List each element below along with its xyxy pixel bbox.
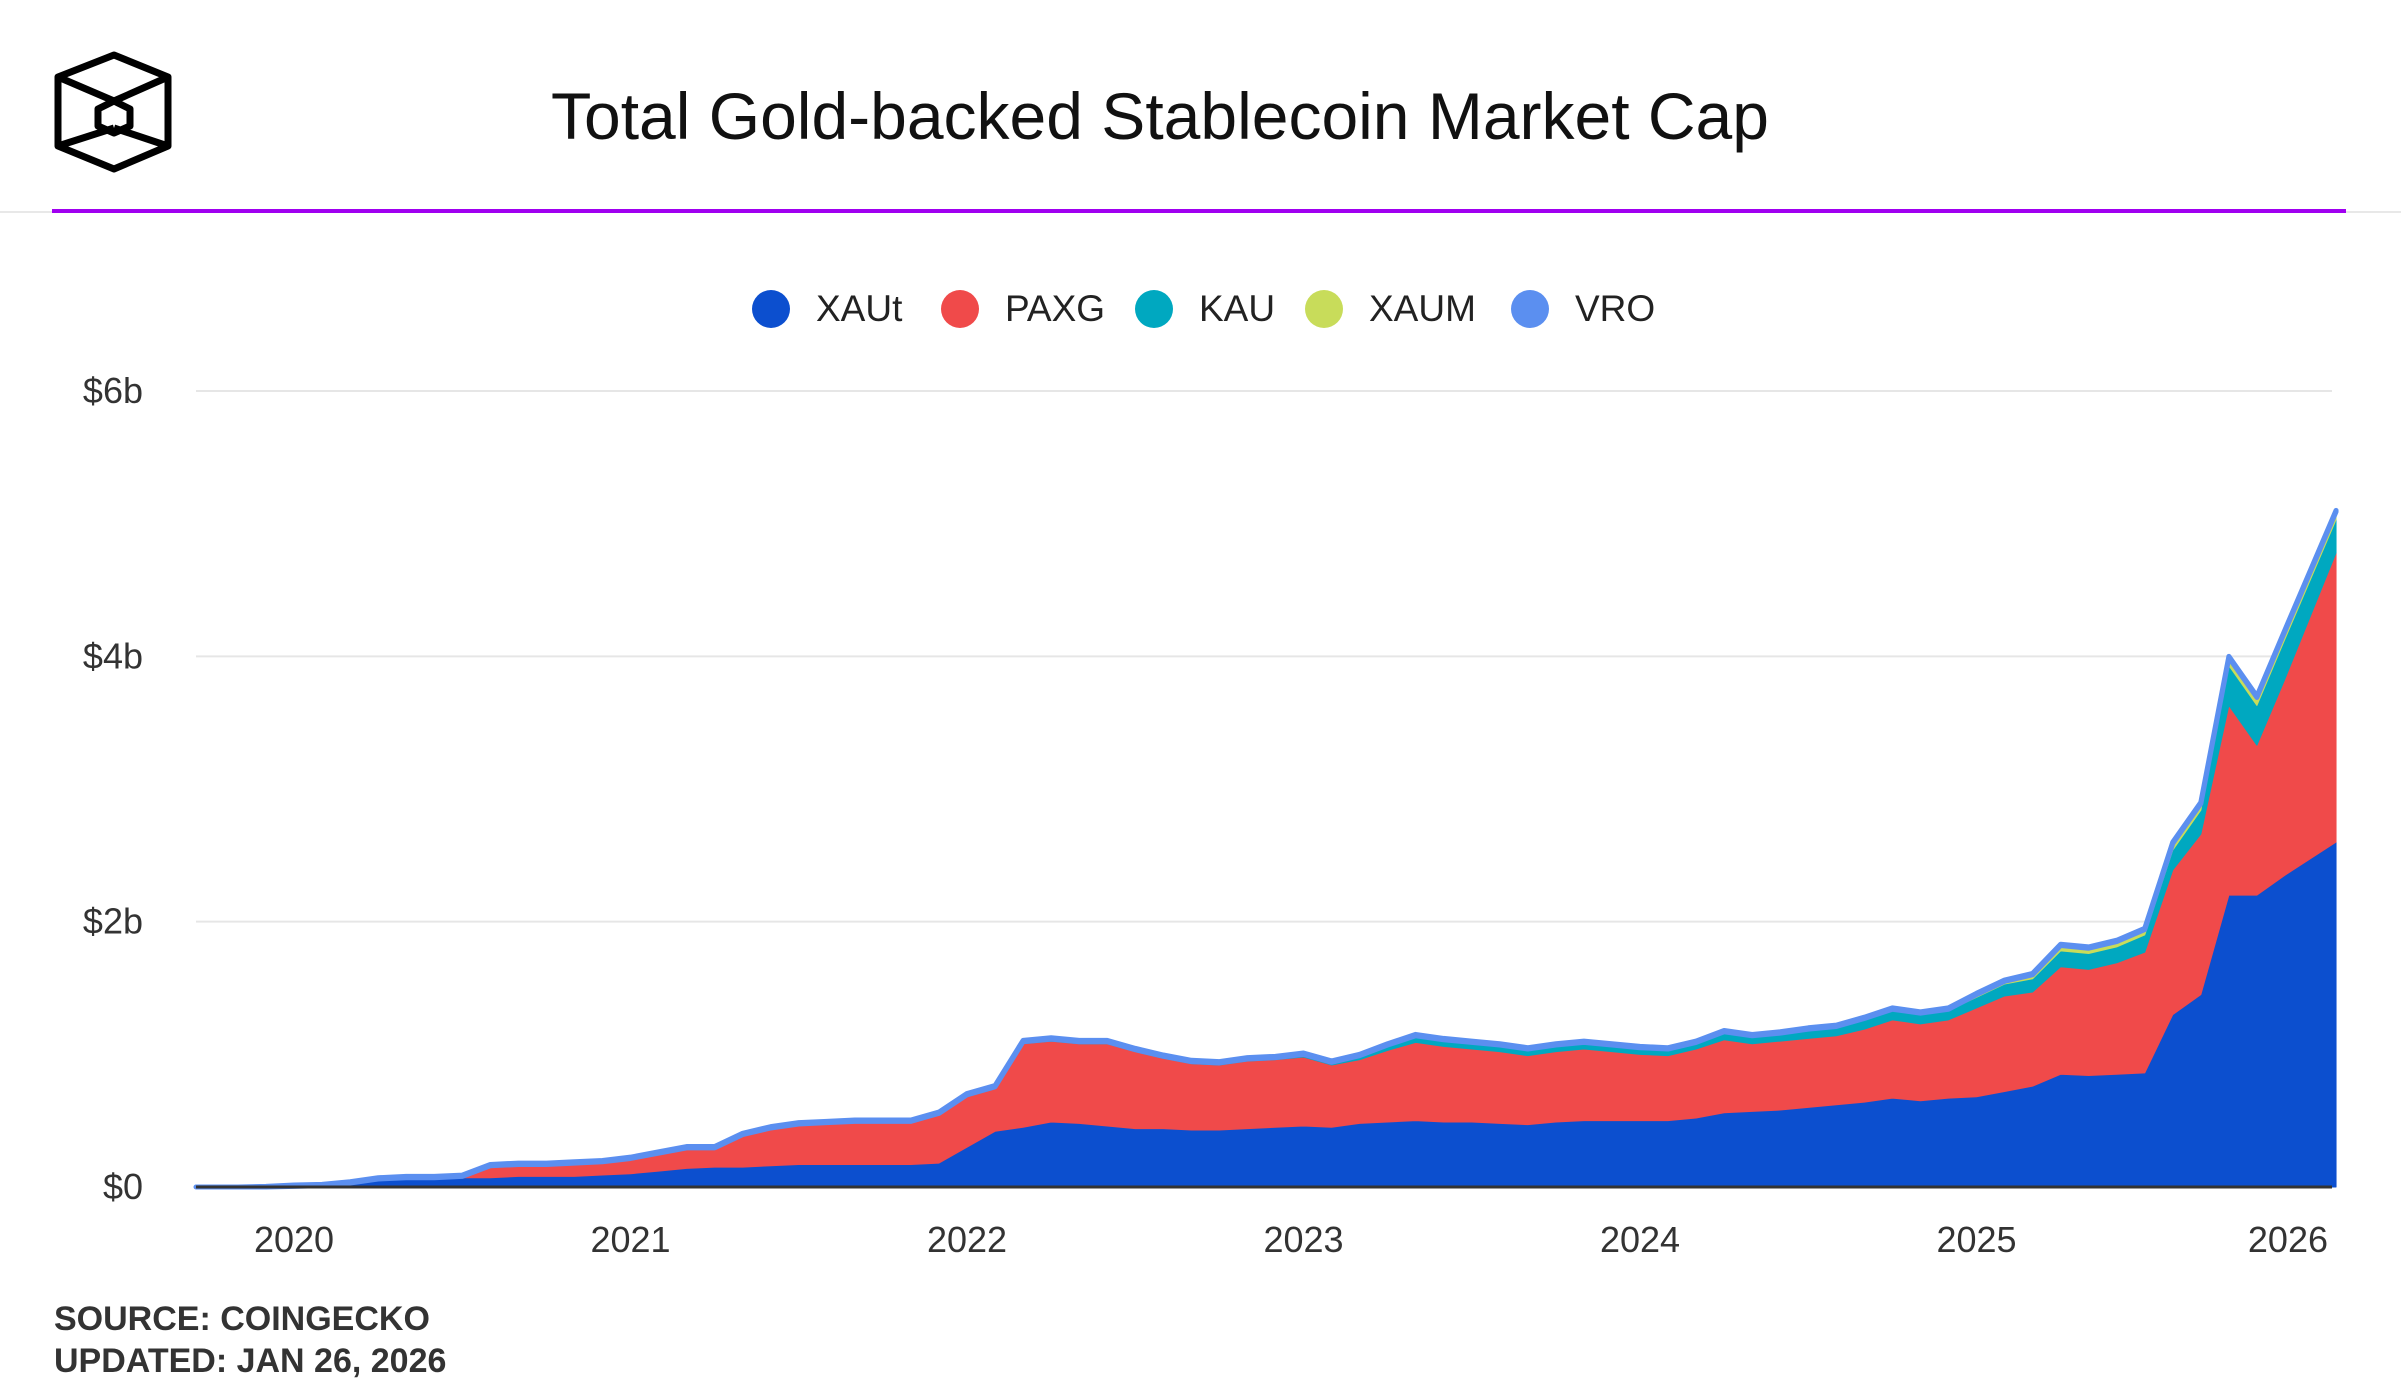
legend-item-vro[interactable]: VRO	[1511, 288, 1655, 330]
y-tick-label: $6b	[83, 370, 143, 411]
legend-label: KAU	[1199, 288, 1276, 329]
y-tick-label: $0	[103, 1166, 143, 1207]
legend-label: PAXG	[1005, 288, 1106, 329]
y-tick-label: $4b	[83, 635, 143, 676]
legend-swatch	[1511, 290, 1549, 328]
legend-swatch	[752, 290, 790, 328]
x-tick-label: 2026	[2248, 1219, 2328, 1260]
legend-item-xaum[interactable]: XAUM	[1305, 288, 1476, 330]
accent-divider	[52, 209, 2346, 213]
updated-note: UPDATED: JAN 26, 2026	[54, 1342, 447, 1380]
legend-swatch	[1305, 290, 1343, 328]
legend-item-xaut[interactable]: XAUt	[752, 288, 902, 330]
area-vro	[193, 507, 2339, 1190]
legend-label: XAUt	[816, 288, 903, 329]
footer: SOURCE: COINGECKO UPDATED: JAN 26, 2026	[54, 1298, 446, 1382]
x-tick-label: 2022	[927, 1219, 1007, 1260]
legend-label: XAUM	[1369, 288, 1476, 329]
logo-cube-icon	[54, 51, 172, 173]
legend-swatch	[941, 290, 979, 328]
chart-title: Total Gold-backed Stablecoin Market Cap	[551, 79, 1769, 153]
x-tick-label: 2023	[1263, 1219, 1343, 1260]
legend-label: VRO	[1575, 288, 1656, 329]
stacked-area-chart: $0 $2b $4b $6b 2020 2021 2022 2023 2024 2025 2026	[83, 370, 2339, 1260]
x-tick-label: 2020	[254, 1219, 334, 1260]
source-note: SOURCE: COINGECKO	[54, 1300, 430, 1338]
y-tick-label: $2b	[83, 901, 143, 942]
legend-swatch	[1135, 290, 1173, 328]
x-tick-label: 2021	[590, 1219, 670, 1260]
legend: XAUt PAXG KAU XAUM VRO	[0, 284, 2401, 334]
x-tick-label: 2025	[1936, 1219, 2016, 1260]
legend-item-paxg[interactable]: PAXG	[941, 288, 1105, 330]
legend-item-kau[interactable]: KAU	[1135, 288, 1275, 330]
x-tick-label: 2024	[1600, 1219, 1680, 1260]
